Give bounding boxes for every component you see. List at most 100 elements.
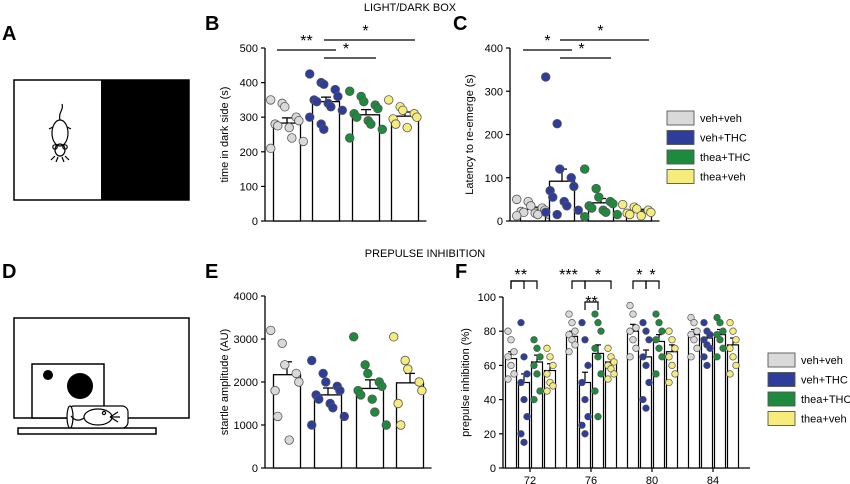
panel-e-data-point xyxy=(367,394,377,404)
panel-e-data-point xyxy=(396,420,406,430)
panel-b-data-point xyxy=(305,112,315,122)
panel-f-data-point xyxy=(578,319,586,327)
panel-f-significance-label: * xyxy=(514,267,520,284)
panel-b-bar xyxy=(390,115,420,222)
section-title-light-dark-box: LIGHT/DARK BOX xyxy=(364,2,457,14)
panel-f-data-point xyxy=(604,375,612,383)
panel-b-data-point xyxy=(287,133,297,143)
panel-f-data-point xyxy=(584,361,592,370)
legend-top-swatch xyxy=(666,110,695,126)
panel-f-significance-label: ** xyxy=(585,294,597,311)
panel-f-y-tick-label: 40 xyxy=(484,395,496,407)
legend-top-label: thea+THC xyxy=(700,152,750,164)
panel-b-significance-label: ** xyxy=(300,33,312,50)
panel-f-data-point xyxy=(693,344,701,352)
legend-bottom-swatch xyxy=(767,352,796,368)
panel-e-data-point xyxy=(360,360,370,370)
panel-f-data-point xyxy=(594,353,602,361)
panel-f-data-point xyxy=(578,421,586,429)
panel-f-data-point xyxy=(520,395,528,404)
panel-f-bar xyxy=(665,351,679,469)
panel-e-data-point xyxy=(349,332,359,342)
panel-f-data-point xyxy=(713,353,721,361)
panel-f-data-point xyxy=(517,430,525,438)
panel-e-data-point xyxy=(307,420,317,430)
panel-c-data-point xyxy=(580,211,590,222)
panel-e-y-tick-label: 2000 xyxy=(234,377,258,389)
panel-e-data-point xyxy=(318,368,328,379)
panel-f-data-point xyxy=(610,358,618,366)
panel-e-data-point xyxy=(266,325,276,336)
panel-e-data-point xyxy=(314,394,324,404)
panel-b-data-point xyxy=(266,95,276,105)
panel-f-data-point xyxy=(671,344,679,352)
panel-c-y-tick-label: 200 xyxy=(485,130,503,142)
panel-f-bar xyxy=(517,381,531,469)
panel-f-data-point xyxy=(536,387,544,395)
panel-f-data-point xyxy=(629,336,637,344)
panel-b-data-point xyxy=(345,133,355,143)
panel-f-data-point xyxy=(693,327,701,335)
panel-f-data-point xyxy=(543,387,551,395)
panel-f-data-point xyxy=(604,344,612,352)
panel-label-a: A xyxy=(2,23,16,45)
legend-bottom-label: veh+THC xyxy=(801,375,848,387)
panel-f-data-point xyxy=(652,310,660,318)
panel-f-data-point xyxy=(703,361,711,370)
legend-top-label: veh+veh xyxy=(700,113,742,125)
panel-f-significance-bracket xyxy=(645,280,660,289)
panel-c-significance-label: * xyxy=(578,41,584,58)
panel-f-data-point xyxy=(591,344,599,352)
panel-c-data-point xyxy=(533,209,543,220)
panel-f-data-point xyxy=(632,344,640,352)
panel-e-data-point xyxy=(381,420,391,430)
panel-e-data-point xyxy=(414,377,424,387)
panel-c-data-point xyxy=(512,211,522,221)
panel-b-y-tick-label: 400 xyxy=(240,78,258,90)
panel-e-data-point xyxy=(328,403,338,413)
panel-label-b: B xyxy=(205,13,219,35)
panel-f-data-point xyxy=(571,341,579,349)
panel-c-data-point xyxy=(541,72,551,82)
legend-bottom-label: veh+veh xyxy=(801,355,843,367)
panel-f-data-point xyxy=(645,378,653,387)
legend-bottom-label: thea+THC xyxy=(801,394,850,406)
legend-bottom-label: thea+veh xyxy=(801,414,847,426)
panel-e-data-point xyxy=(377,381,387,392)
panel-c-data-point xyxy=(594,192,604,202)
panel-f-significance-label: * xyxy=(521,267,527,284)
panel-c-significance-label: * xyxy=(544,33,550,50)
panel-c-data-point xyxy=(569,181,579,192)
panel-e-data-point xyxy=(400,355,410,366)
panel-e-data-point xyxy=(370,407,380,417)
panel-c-data-point xyxy=(552,118,562,129)
panel-f-data-point xyxy=(591,387,599,395)
panel-f-data-point xyxy=(726,370,734,378)
panel-b-bar xyxy=(311,100,341,222)
panel-f-y-tick-label: 60 xyxy=(484,360,496,372)
panel-c-data-point xyxy=(646,207,656,218)
panel-label-f: F xyxy=(455,261,467,283)
panel-f-data-point xyxy=(546,353,554,361)
panel-f-data-point xyxy=(639,395,647,404)
panel-f-data-point xyxy=(597,327,605,335)
panel-f-data-point xyxy=(549,361,557,370)
panel-b-data-point xyxy=(345,86,355,96)
panel-f-data-point xyxy=(642,327,650,335)
panel-f-significance-label: * xyxy=(649,267,655,284)
panel-b-data-point xyxy=(391,119,401,129)
panel-c-data-point xyxy=(608,198,618,209)
legend-top-swatch xyxy=(666,149,695,165)
panel-f-y-tick-label: 20 xyxy=(484,429,496,441)
panel-f-significance-label: * xyxy=(636,267,642,284)
panel-c-data-point xyxy=(552,209,562,220)
panel-f-data-point xyxy=(565,310,573,318)
panel-f-data-point xyxy=(716,319,724,327)
panel-f-data-point xyxy=(626,353,634,361)
section-title-prepulse-inhibition: PREPULSE INHIBITION xyxy=(365,248,485,260)
panel-b-y-tick-label: 200 xyxy=(240,147,258,159)
panel-f-y-tick-label: 0 xyxy=(490,463,496,475)
panel-f-data-point xyxy=(700,319,708,327)
panel-f-data-point xyxy=(571,327,579,335)
